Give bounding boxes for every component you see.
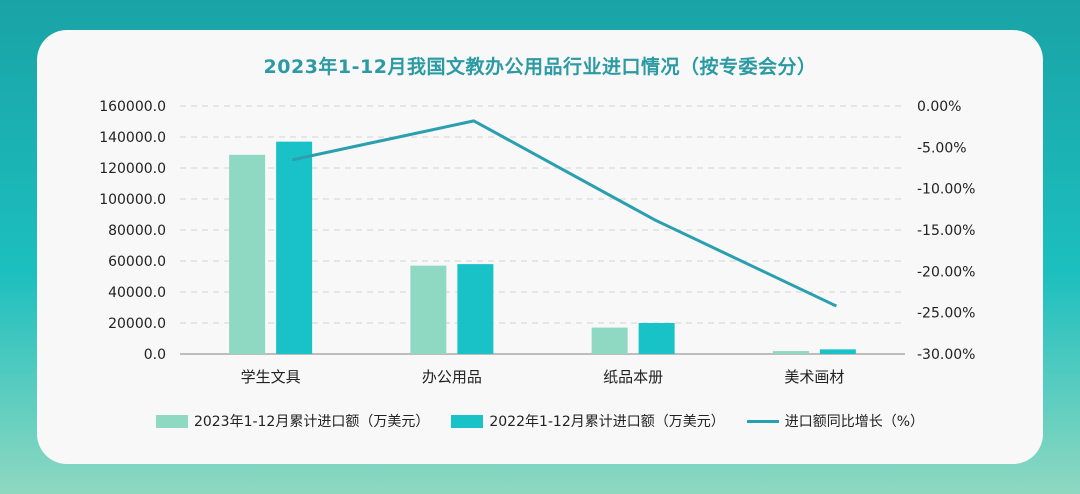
- y-right-tick-label: 0.00%: [917, 99, 961, 115]
- y-left-tick-label: 140000.0: [99, 130, 166, 146]
- y-right-tick-label: -20.00%: [917, 264, 975, 280]
- legend-item-2022: 2022年1-12月累计进口额（万美元）: [451, 411, 725, 431]
- legend-label-2023: 2023年1-12月累计进口额（万美元）: [193, 414, 430, 430]
- y-left-tick-label: 100000.0: [99, 192, 166, 208]
- bar-2022-2: [638, 323, 675, 354]
- bar-2023-2: [591, 327, 628, 354]
- x-category-label: 美术画材: [784, 368, 844, 386]
- bar-2023-0: [229, 154, 266, 354]
- y-left-tick-label: 60000.0: [108, 254, 166, 270]
- y-left-tick-label: 0.0: [144, 347, 166, 363]
- legend-item-2023: 2023年1-12月累计进口额（万美元）: [155, 411, 430, 431]
- y-right-tick-label: -25.00%: [917, 306, 975, 322]
- y-right-tick-label: -15.00%: [917, 223, 975, 239]
- legend-item-growth: 进口额同比增长（%）: [746, 411, 925, 431]
- bar-2022-0: [276, 141, 313, 354]
- y-left-tick-label: 120000.0: [99, 161, 166, 177]
- legend-swatch-2022: [451, 414, 484, 428]
- x-category-label: 办公用品: [422, 368, 482, 386]
- bar-2022-1: [457, 264, 494, 354]
- x-category-label: 纸品本册: [603, 368, 663, 386]
- bar-2023-1: [410, 265, 447, 354]
- bar-2023-3: [772, 351, 809, 354]
- y-right-tick-label: -30.00%: [917, 347, 975, 363]
- legend-label-2022: 2022年1-12月累计进口额（万美元）: [489, 414, 725, 430]
- x-category-label: 学生文具: [241, 368, 301, 386]
- y-right-tick-label: -10.00%: [917, 182, 975, 198]
- chart-card: [37, 30, 1043, 464]
- chart-legend: 2023年1-12月累计进口额（万美元） 2022年1-12月累计进口额（万美元…: [0, 411, 1080, 431]
- growth-line: [292, 119, 838, 308]
- y-left-tick-label: 80000.0: [108, 223, 166, 239]
- legend-label-growth: 进口额同比增长（%）: [784, 414, 925, 430]
- chart-title: 2023年1-12月我国文教办公用品行业进口情况（按专委会分）: [263, 56, 817, 78]
- y-left-tick-label: 40000.0: [108, 285, 166, 301]
- bar-2022-3: [819, 349, 856, 354]
- y-left-tick-label: 160000.0: [99, 99, 166, 115]
- legend-swatch-2023: [155, 414, 188, 428]
- legend-swatch-growth: [746, 419, 779, 423]
- y-left-tick-label: 20000.0: [108, 316, 166, 332]
- y-right-tick-label: -5.00%: [917, 140, 967, 156]
